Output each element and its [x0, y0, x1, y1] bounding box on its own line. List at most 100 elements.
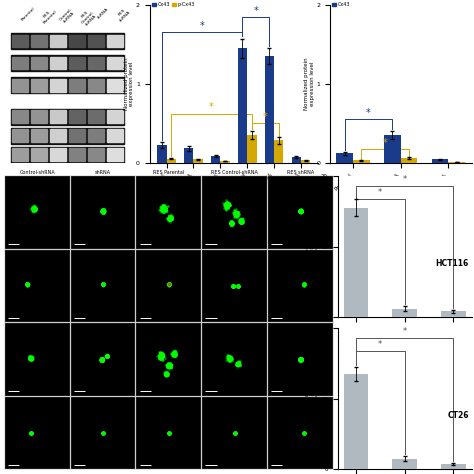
Point	[228, 219, 235, 227]
Point	[297, 207, 304, 215]
Point	[228, 219, 235, 227]
Point	[237, 217, 245, 225]
Point	[24, 281, 31, 288]
Point	[231, 429, 238, 437]
Point	[228, 219, 235, 227]
Point	[226, 354, 233, 362]
Point	[160, 204, 168, 212]
Point	[27, 354, 35, 362]
Point	[31, 205, 39, 213]
Point	[99, 281, 107, 288]
Point	[228, 219, 235, 227]
Point	[165, 281, 173, 288]
Point	[297, 356, 304, 363]
Point	[222, 353, 230, 361]
Point	[165, 281, 173, 288]
Point	[234, 360, 241, 368]
Point	[232, 212, 239, 220]
Point	[232, 210, 240, 218]
Point	[164, 361, 171, 369]
Bar	[88, 57, 104, 70]
Point	[157, 353, 164, 361]
Point	[24, 281, 31, 288]
Point	[170, 349, 177, 356]
Point	[300, 429, 308, 437]
Point	[232, 209, 240, 217]
Point	[24, 281, 31, 288]
Point	[300, 429, 308, 437]
Point	[98, 356, 106, 364]
Point	[165, 281, 173, 288]
Point	[159, 205, 166, 212]
Point	[24, 281, 31, 288]
Point	[234, 282, 241, 290]
Point	[99, 429, 107, 437]
Point	[166, 214, 174, 222]
Point	[156, 352, 164, 360]
Point	[225, 355, 233, 362]
Point	[30, 205, 38, 212]
Point	[234, 282, 242, 290]
Point	[23, 281, 31, 288]
Point	[99, 281, 107, 288]
Point	[24, 281, 31, 288]
Point	[27, 354, 35, 362]
Point	[156, 353, 164, 360]
Point	[24, 280, 31, 288]
Point	[229, 282, 237, 290]
Point	[165, 429, 173, 437]
Point	[225, 354, 233, 361]
Point	[226, 354, 233, 362]
Point	[297, 207, 304, 215]
Point	[238, 215, 246, 222]
Point	[166, 214, 174, 222]
Point	[167, 350, 174, 357]
Point	[99, 281, 107, 288]
Point	[297, 356, 304, 363]
Point	[164, 214, 172, 221]
Point	[99, 281, 107, 288]
Point	[234, 282, 242, 290]
Point	[27, 354, 35, 362]
Point	[228, 219, 235, 227]
Point	[238, 218, 246, 226]
Point	[228, 219, 236, 227]
Point	[165, 281, 173, 288]
Point	[103, 351, 110, 358]
Point	[165, 429, 173, 437]
Point	[300, 429, 307, 437]
Point	[223, 201, 231, 209]
Point	[300, 429, 308, 437]
Point	[170, 350, 178, 357]
Point	[159, 206, 167, 213]
Point	[103, 352, 110, 359]
Point	[228, 219, 235, 227]
Point	[231, 429, 238, 437]
Point	[165, 281, 173, 288]
Point	[27, 354, 35, 362]
Point	[103, 352, 110, 360]
Point	[297, 356, 304, 363]
Point	[167, 214, 174, 221]
Point	[30, 207, 38, 214]
Point	[231, 429, 238, 437]
Point	[297, 356, 304, 363]
Point	[230, 282, 237, 290]
Point	[170, 352, 178, 359]
Point	[99, 281, 107, 289]
Point	[163, 361, 170, 368]
Point	[99, 281, 107, 289]
Point	[297, 356, 304, 363]
Point	[171, 349, 178, 356]
Point	[234, 360, 242, 367]
Point	[226, 356, 233, 363]
Point	[100, 207, 107, 214]
Point	[165, 362, 173, 369]
Point	[30, 205, 38, 212]
Point	[98, 356, 106, 363]
Point	[222, 202, 229, 210]
Point	[231, 429, 238, 437]
Point	[159, 208, 167, 216]
Point	[103, 352, 111, 360]
Point	[165, 281, 173, 288]
